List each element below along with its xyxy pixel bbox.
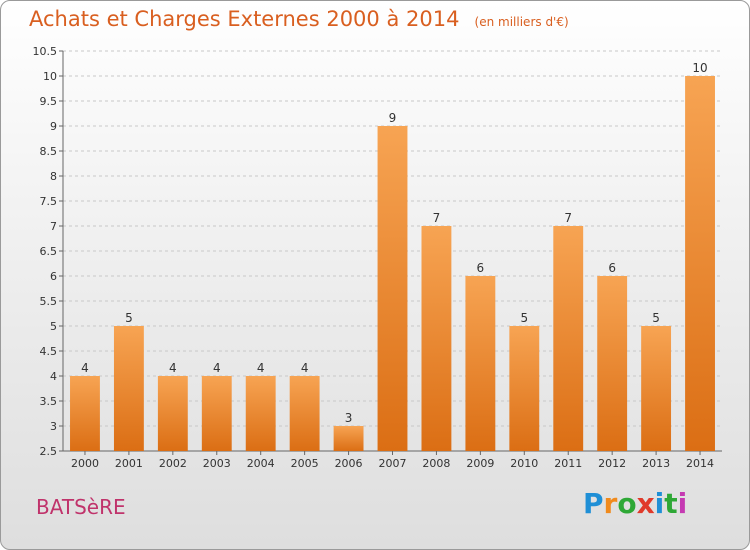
bar: [509, 326, 540, 451]
bar: [201, 376, 232, 451]
x-tick-label: 2012: [598, 457, 626, 470]
bar: [597, 276, 628, 451]
bar: [421, 226, 452, 451]
x-tick-label: 2004: [247, 457, 275, 470]
x-tick-label: 2007: [379, 457, 407, 470]
logo-letter: i: [654, 487, 665, 520]
data-label: 4: [257, 361, 265, 375]
x-tick-label: 2003: [203, 457, 231, 470]
logo-letter: P: [583, 487, 604, 520]
x-tick-label: 2014: [686, 457, 714, 470]
unit-label: (en milliers d'€): [474, 15, 569, 29]
y-tick-label: 4.5: [40, 345, 58, 358]
x-tick-label: 2011: [554, 457, 582, 470]
y-tick-label: 10: [43, 70, 57, 83]
bar: [113, 326, 144, 451]
y-tick-label: 8: [50, 170, 57, 183]
y-tick-label: 7: [50, 220, 57, 233]
data-label: 5: [520, 311, 528, 325]
y-tick-label: 3.5: [40, 395, 58, 408]
data-label: 4: [213, 361, 221, 375]
x-tick-label: 2001: [115, 457, 143, 470]
bar: [641, 326, 672, 451]
x-tick-label: 2010: [510, 457, 538, 470]
data-label: 7: [433, 211, 441, 225]
chart-title: Achats et Charges Externes 2000 à 2014: [29, 7, 460, 31]
y-tick-label: 2.5: [40, 445, 58, 458]
data-label: 4: [81, 361, 89, 375]
data-label: 6: [608, 261, 616, 275]
y-tick-label: 5: [50, 320, 57, 333]
data-label: 10: [692, 61, 707, 75]
x-tick-label: 2002: [159, 457, 187, 470]
y-tick-label: 5.5: [40, 295, 58, 308]
bar: [553, 226, 584, 451]
x-tick-label: 2009: [466, 457, 494, 470]
data-label: 9: [389, 111, 397, 125]
x-tick-label: 2008: [422, 457, 450, 470]
proxiti-logo: Proxiti: [583, 487, 687, 520]
y-tick-label: 6: [50, 270, 57, 283]
logo-letter: r: [603, 487, 618, 520]
bar: [70, 376, 100, 451]
logo-letter: i: [677, 487, 688, 520]
y-tick-label: 10.5: [33, 45, 58, 58]
chart-title-block: Achats et Charges Externes 2000 à 2014 (…: [29, 7, 569, 31]
y-tick-label: 7.5: [40, 195, 58, 208]
data-label: 4: [169, 361, 177, 375]
y-tick-label: 6.5: [40, 245, 58, 258]
y-tick-label: 9.5: [40, 95, 58, 108]
logo-letter: t: [664, 487, 678, 520]
commune-name: BATSèRE: [36, 495, 126, 519]
x-tick-label: 2005: [291, 457, 319, 470]
bar: [377, 126, 408, 451]
data-label: 5: [125, 311, 133, 325]
bar: [289, 376, 320, 451]
logo-letter: x: [636, 487, 655, 520]
bar: [465, 276, 496, 451]
logo-letter: o: [617, 487, 637, 520]
x-tick-label: 2000: [71, 457, 99, 470]
x-tick-label: 2013: [642, 457, 670, 470]
bar: [245, 376, 276, 451]
data-label: 7: [564, 211, 572, 225]
bar: [685, 76, 715, 451]
data-label: 4: [301, 361, 309, 375]
y-tick-label: 4: [50, 370, 57, 383]
y-tick-label: 8.5: [40, 145, 58, 158]
data-label: 5: [652, 311, 660, 325]
y-tick-label: 9: [50, 120, 57, 133]
data-label: 6: [477, 261, 485, 275]
y-tick-label: 3: [50, 420, 57, 433]
x-tick-label: 2006: [335, 457, 363, 470]
bar: [157, 376, 188, 451]
data-label: 3: [345, 411, 353, 425]
bar: [333, 426, 364, 451]
